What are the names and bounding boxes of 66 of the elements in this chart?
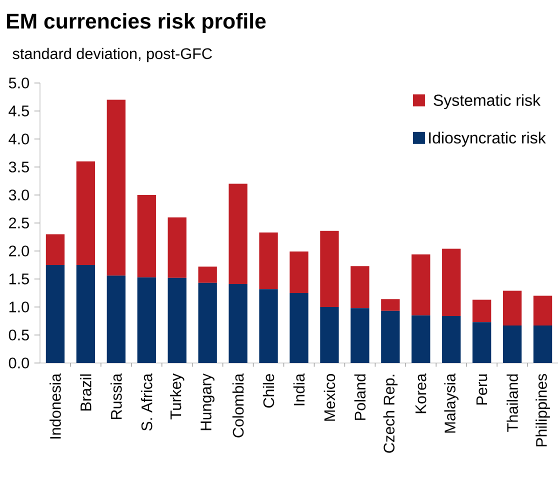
- y-tick-label: 0.0: [8, 358, 29, 368]
- bar: [320, 307, 339, 363]
- bar: [46, 234, 65, 265]
- bar: [137, 195, 156, 278]
- bar: [412, 315, 430, 363]
- y-tick-label: 2.5: [9, 218, 29, 228]
- bar: [106, 276, 126, 363]
- x-tick-label: Peru: [476, 374, 488, 405]
- legend-label: Systematic risk: [434, 94, 541, 110]
- bar: [290, 252, 308, 293]
- bar: [412, 254, 430, 316]
- x-tick-label: Korea: [416, 373, 426, 414]
- bar: [290, 293, 308, 363]
- y-tick-label: 4.5: [8, 106, 29, 116]
- y-tick-label: 1.5: [9, 274, 29, 284]
- x-tick-label: Philippines: [536, 374, 550, 446]
- bar: [76, 161, 96, 265]
- bar: [198, 282, 217, 363]
- x-tick-label: Russia: [110, 373, 122, 420]
- bar: [168, 278, 186, 363]
- chart-title: EM currencies risk profile: [7, 13, 266, 33]
- x-tick-label: Colombia: [232, 373, 244, 438]
- x-tick-label: Hungary: [200, 373, 214, 430]
- bar: [228, 184, 248, 284]
- bar: [472, 300, 492, 322]
- bar: [350, 266, 370, 308]
- bar: [381, 299, 400, 311]
- bar: [320, 230, 339, 307]
- x-tick-label: Indonesia: [50, 373, 61, 438]
- y-tick-label: 5.0: [8, 78, 29, 88]
- x-tick-label: India: [293, 373, 305, 406]
- bar: [106, 100, 126, 276]
- y-tick-label: 4.0: [8, 134, 29, 144]
- y-tick-label: 3.5: [8, 162, 29, 172]
- bar: [259, 232, 278, 290]
- bar: [168, 217, 186, 278]
- x-tick-label: Czech Rep.: [383, 374, 398, 453]
- y-tick-label: 0.5: [8, 330, 29, 340]
- bar: [76, 265, 96, 363]
- bar: [228, 284, 248, 363]
- x-tick-label: Chile: [262, 374, 274, 408]
- bar: [442, 248, 461, 316]
- bar: [533, 296, 552, 326]
- bar: [533, 325, 552, 363]
- bar: [502, 325, 522, 363]
- y-tick-label: 2.0: [9, 246, 29, 256]
- x-tick-label: Poland: [354, 374, 366, 420]
- chart-subtitle: standard deviation, post-GFC: [12, 48, 212, 62]
- legend-label: Idiosyncratic risk: [429, 132, 546, 147]
- x-tick-label: Brazil: [80, 374, 92, 410]
- bar: [442, 316, 461, 363]
- bar: [350, 308, 370, 363]
- y-tick-label: 1.0: [9, 302, 29, 312]
- bar: [46, 265, 65, 363]
- x-tick-label: Malaysia: [444, 373, 458, 433]
- x-tick-label: Mexico: [324, 374, 336, 421]
- bar: [472, 322, 492, 363]
- bar: [137, 277, 156, 363]
- bar: [502, 290, 522, 326]
- x-tick-label: Turkey: [170, 373, 184, 420]
- y-tick-label: 3.0: [8, 190, 29, 200]
- x-tick-label: Thailand: [506, 374, 518, 432]
- bar: [381, 310, 400, 363]
- x-tick-label: S. Africa: [141, 373, 152, 431]
- bar: [259, 289, 278, 363]
- bar: [198, 266, 217, 283]
